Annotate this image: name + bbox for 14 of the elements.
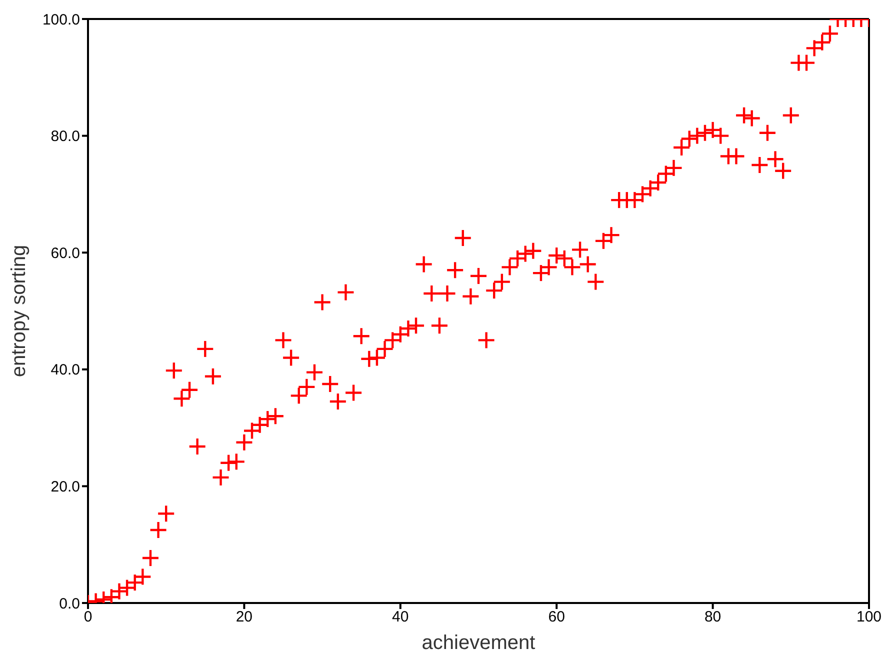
y-tick-label: 100.0 [42,11,80,28]
x-tick-label: 80 [704,608,722,626]
y-tick-label: 0.0 [59,595,80,612]
x-tick-label: 40 [392,608,409,626]
x-tick-label: 0 [84,608,92,626]
y-axis-title: entropy sorting [8,244,30,378]
x-tick-label: 20 [236,608,253,626]
y-tick-label: 40.0 [50,362,80,379]
y-tick-label: 80.0 [50,128,80,146]
y-tick-label: 60.0 [50,244,80,262]
x-tick-label: 100 [856,608,882,626]
x-tick-label: 60 [548,608,565,626]
y-tick-label: 20.0 [50,478,80,496]
x-axis-title: achievement [422,632,536,653]
